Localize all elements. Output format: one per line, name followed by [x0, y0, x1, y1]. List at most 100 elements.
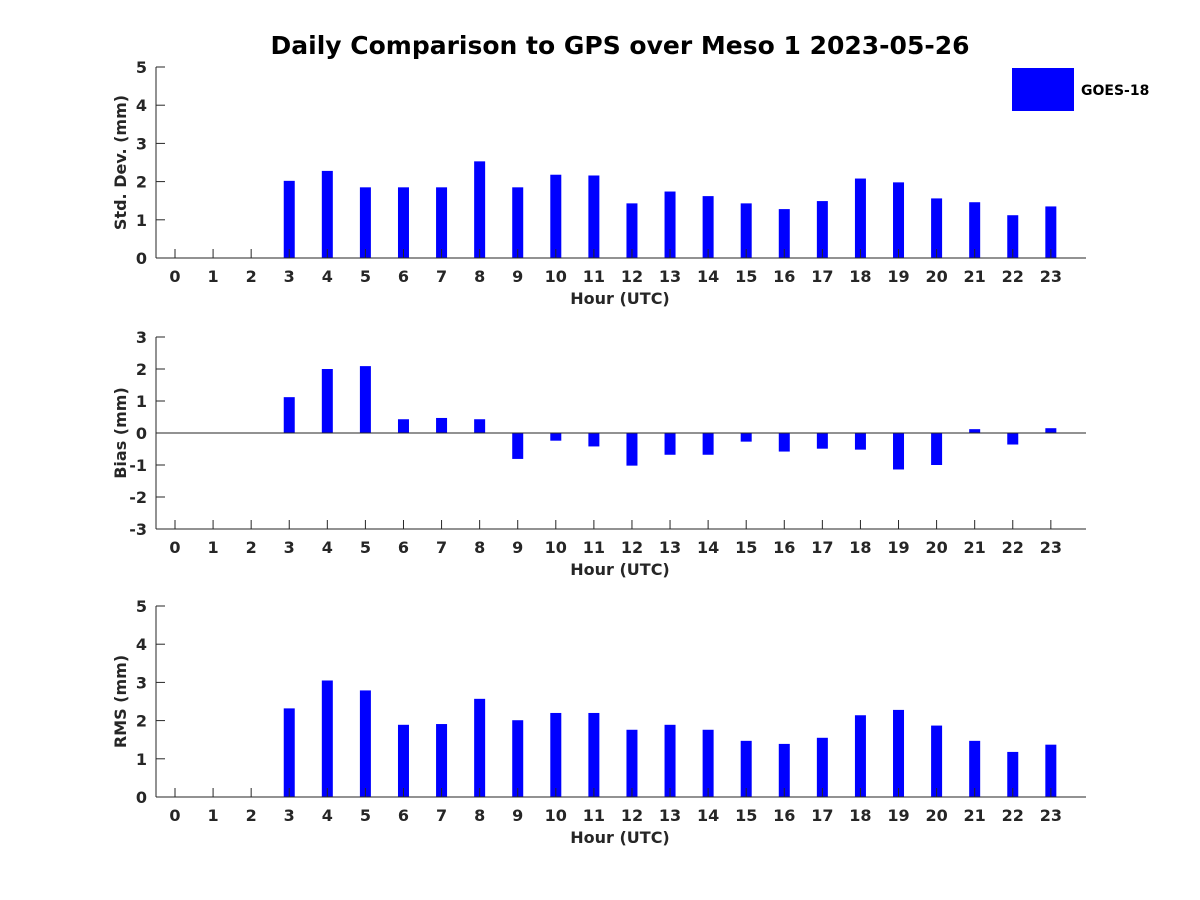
- x-tick-label: 2: [246, 538, 257, 557]
- bar-hour-8: [474, 161, 486, 258]
- x-tick-label: 16: [773, 538, 795, 557]
- bar-hour-7: [436, 724, 448, 797]
- x-tick-label: 0: [169, 538, 180, 557]
- x-axis-label: Hour (UTC): [570, 828, 670, 847]
- x-tick-label: 20: [925, 806, 947, 825]
- bar-hour-6: [397, 187, 409, 258]
- x-tick-label: 22: [1002, 806, 1024, 825]
- bar-hour-10: [550, 712, 562, 797]
- x-tick-label: 13: [659, 267, 681, 286]
- x-tick-label: 5: [360, 538, 371, 557]
- y-tick-label: 1: [136, 211, 147, 230]
- x-tick-label: 13: [659, 806, 681, 825]
- bar-hour-14: [702, 729, 714, 797]
- x-tick-label: 10: [545, 806, 567, 825]
- bar-hour-13: [664, 191, 676, 258]
- bar-hour-21: [969, 429, 981, 433]
- x-tick-label: 10: [545, 267, 567, 286]
- bar-hour-23: [1045, 206, 1057, 258]
- y-tick-label: -1: [129, 456, 147, 475]
- bar-hour-20: [931, 433, 943, 465]
- x-tick-label: 15: [735, 538, 757, 557]
- y-axis-label: Bias (mm): [111, 387, 130, 479]
- x-tick-label: 11: [583, 267, 605, 286]
- bar-hour-22: [1007, 751, 1019, 797]
- x-tick-label: 8: [474, 267, 485, 286]
- bar-hour-3: [283, 708, 295, 797]
- x-tick-label: 14: [697, 267, 719, 286]
- bar-hour-20: [931, 198, 943, 258]
- x-tick-label: 2: [246, 806, 257, 825]
- x-tick-label: 1: [208, 806, 219, 825]
- y-tick-label: 1: [136, 392, 147, 411]
- bar-hour-19: [893, 182, 905, 258]
- x-tick-label: 7: [436, 806, 447, 825]
- bar-hour-17: [816, 433, 828, 449]
- x-tick-label: 3: [284, 806, 295, 825]
- bar-hour-5: [359, 366, 371, 433]
- y-axis-label: RMS (mm): [111, 655, 130, 748]
- y-tick-label: 2: [136, 712, 147, 731]
- bar-hour-7: [436, 187, 448, 258]
- x-tick-label: 22: [1002, 538, 1024, 557]
- x-tick-label: 17: [811, 267, 833, 286]
- bar-hour-16: [778, 743, 790, 797]
- x-tick-label: 5: [360, 806, 371, 825]
- y-tick-label: 3: [136, 328, 147, 347]
- y-tick-label: 0: [136, 424, 147, 443]
- bar-hour-6: [397, 419, 409, 433]
- x-tick-label: 17: [811, 806, 833, 825]
- x-tick-label: 22: [1002, 267, 1024, 286]
- bar-hour-17: [816, 201, 828, 258]
- bar-hour-5: [359, 187, 371, 258]
- bar-hour-9: [512, 187, 524, 258]
- bar-hour-13: [664, 433, 676, 455]
- x-tick-label: 19: [887, 267, 909, 286]
- x-tick-label: 15: [735, 267, 757, 286]
- x-tick-label: 9: [512, 806, 523, 825]
- bar-hour-23: [1045, 744, 1057, 797]
- bar-hour-11: [588, 433, 600, 447]
- x-tick-label: 13: [659, 538, 681, 557]
- bar-hour-16: [778, 209, 790, 258]
- x-tick-label: 12: [621, 538, 643, 557]
- y-tick-label: 3: [136, 673, 147, 692]
- x-tick-label: 1: [208, 267, 219, 286]
- x-tick-label: 19: [887, 806, 909, 825]
- bar-hour-16: [778, 433, 790, 452]
- bar-hour-11: [588, 712, 600, 797]
- bar-hour-13: [664, 724, 676, 797]
- x-tick-label: 16: [773, 267, 795, 286]
- y-tick-label: -3: [129, 520, 147, 539]
- x-tick-label: 10: [545, 538, 567, 557]
- bar-hour-8: [474, 698, 486, 797]
- y-tick-label: 5: [136, 58, 147, 77]
- x-tick-label: 4: [322, 538, 333, 557]
- x-tick-label: 4: [322, 267, 333, 286]
- bar-hour-11: [588, 175, 600, 258]
- bar-hour-18: [854, 715, 866, 797]
- x-tick-label: 9: [512, 538, 523, 557]
- x-tick-label: 21: [964, 538, 986, 557]
- legend-swatch: [1012, 68, 1074, 111]
- bar-hour-21: [969, 202, 981, 258]
- x-tick-label: 7: [436, 538, 447, 557]
- y-tick-label: 0: [136, 249, 147, 268]
- x-tick-label: 20: [925, 538, 947, 557]
- x-tick-label: 12: [621, 806, 643, 825]
- bar-hour-10: [550, 433, 562, 441]
- x-tick-label: 0: [169, 267, 180, 286]
- x-tick-label: 23: [1040, 267, 1062, 286]
- x-tick-label: 6: [398, 267, 409, 286]
- bar-hour-17: [816, 737, 828, 797]
- y-tick-label: 4: [136, 635, 147, 654]
- bar-hour-4: [321, 170, 333, 258]
- x-tick-label: 9: [512, 267, 523, 286]
- x-tick-label: 8: [474, 538, 485, 557]
- chart-title: Daily Comparison to GPS over Meso 1 2023…: [271, 31, 970, 60]
